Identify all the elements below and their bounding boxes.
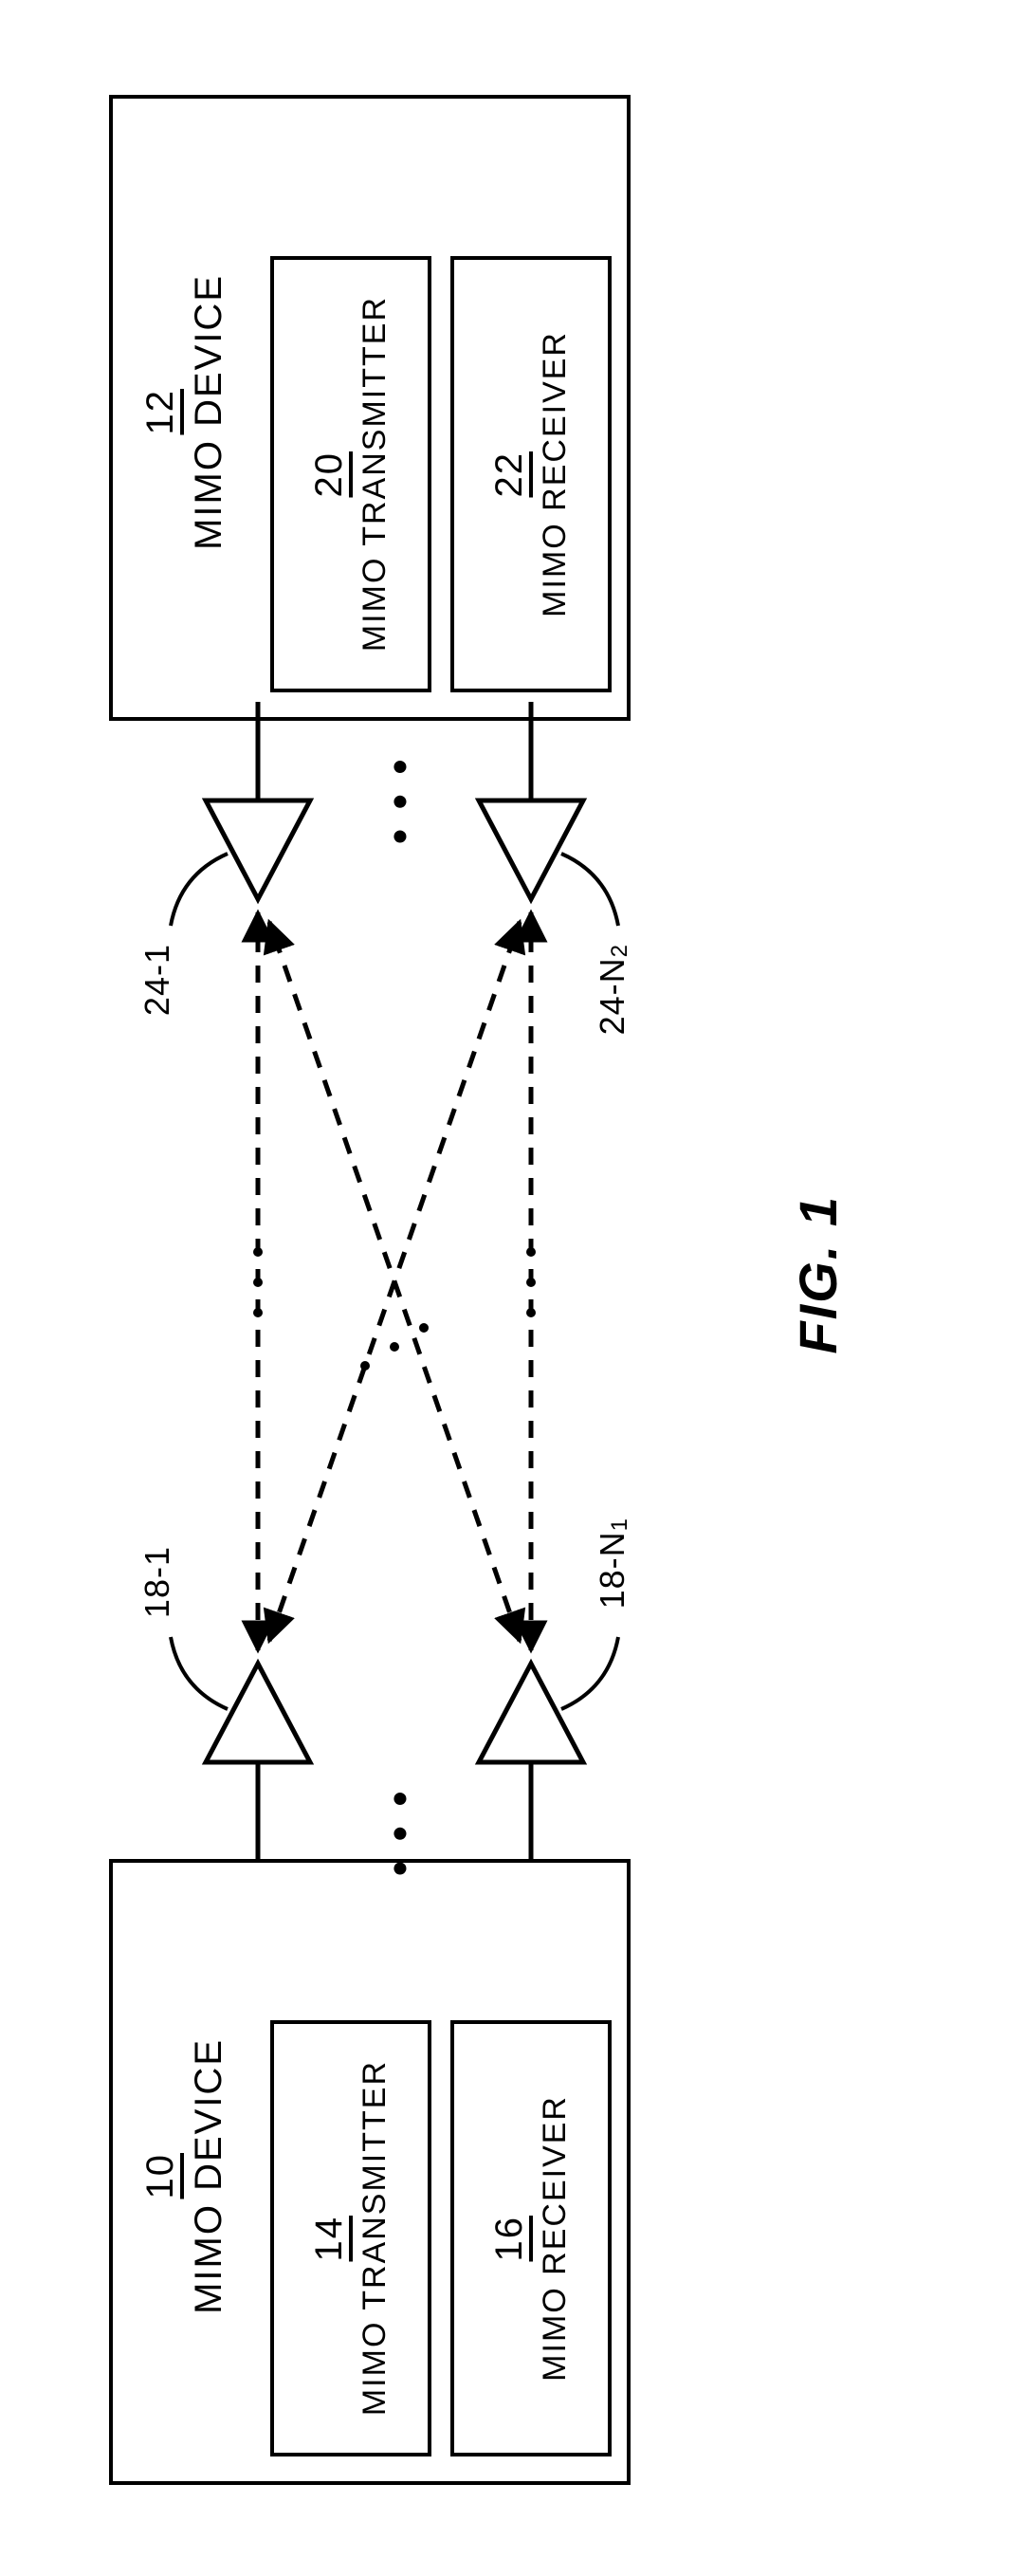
device-right-ref: 12: [139, 389, 182, 435]
callout-left-bot: [561, 1637, 618, 1709]
antenna-label-right-top: 24-1: [137, 944, 177, 1016]
callout-right-top: [171, 854, 228, 926]
antenna-link-svg: [38, 702, 702, 1868]
callout-right-bot: [561, 854, 618, 926]
antenna-left-top-icon: [206, 1664, 310, 1762]
rx-right-label: 22 MIMO RECEIVER: [488, 331, 574, 617]
ellipsis-left-feeds: •••: [375, 1772, 427, 1876]
antenna-left-bot-icon: [479, 1664, 583, 1762]
inner-box-rx-left: 16 MIMO RECEIVER: [450, 2020, 612, 2456]
inner-box-tx-right: 20 MIMO TRANSMITTER: [270, 256, 431, 692]
channel-ellipsis: [253, 1247, 536, 1371]
rx-left-label: 16 MIMO RECEIVER: [488, 2095, 574, 2382]
callout-left-top: [171, 1637, 228, 1709]
device-left-ref: 10: [139, 2153, 182, 2199]
antenna-right-bot-icon: [479, 800, 583, 899]
ellipsis-right-feeds: •••: [375, 740, 427, 844]
figure-label: FIG. 1: [787, 1195, 849, 1354]
device-left-title: 10 MIMO DEVICE: [139, 1863, 230, 2489]
antenna-right-top-icon: [206, 800, 310, 899]
antenna-label-left-bot: 18-N1: [593, 1518, 633, 1609]
device-right-title: 12 MIMO DEVICE: [139, 99, 230, 725]
tx-right-label: 20 MIMO TRANSMITTER: [308, 296, 394, 652]
inner-box-tx-left: 14 MIMO TRANSMITTER: [270, 2020, 431, 2456]
figure-container: 12 MIMO DEVICE 20 MIMO TRANSMITTER 22 MI…: [38, 38, 987, 2538]
tx-left-label: 14 MIMO TRANSMITTER: [308, 2060, 394, 2416]
inner-box-rx-right: 22 MIMO RECEIVER: [450, 256, 612, 692]
antenna-label-right-bot: 24-N2: [593, 944, 633, 1035]
antenna-label-left-top: 18-1: [137, 1546, 177, 1618]
